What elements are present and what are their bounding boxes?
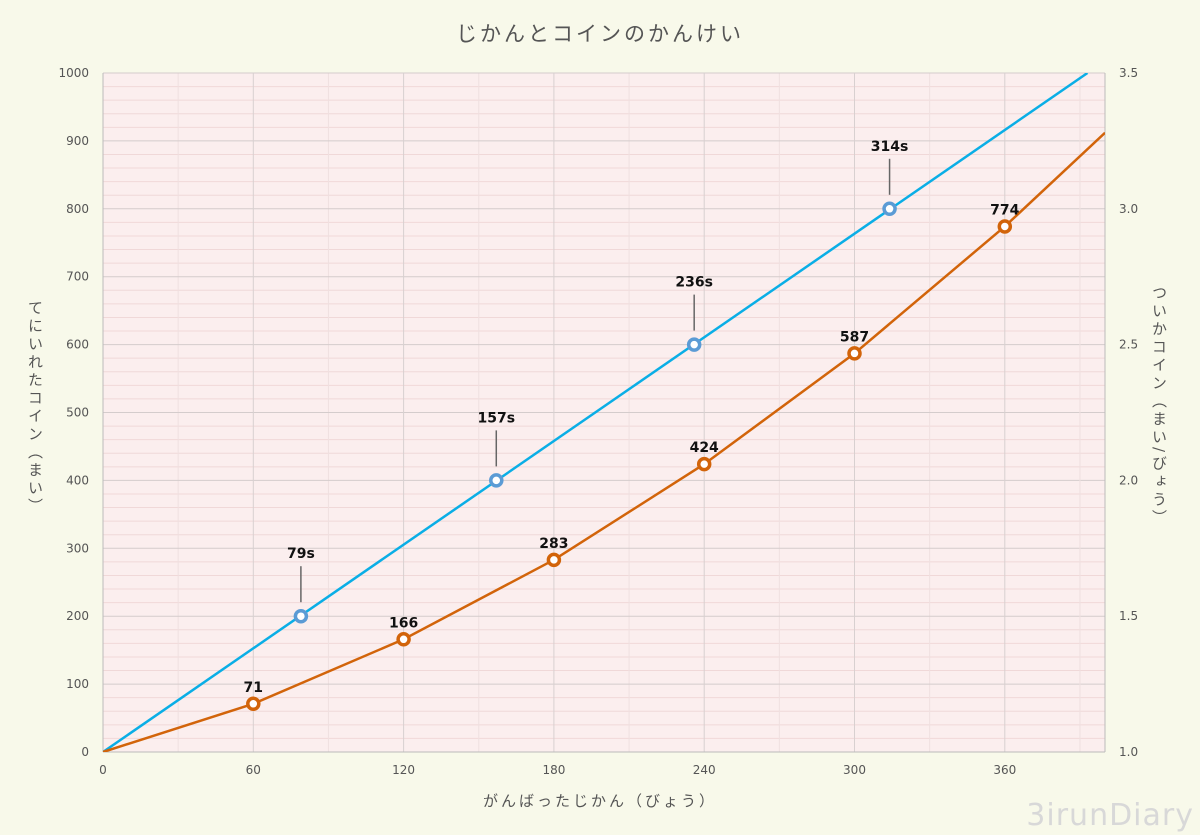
data-label: 774 [990,202,1019,218]
y-tick-label: 700 [66,270,89,284]
y-tick-label: 600 [66,338,89,352]
data-point-orange [997,219,1013,234]
y-tick-label: 300 [66,541,89,555]
x-tick-label: 300 [843,763,866,777]
y2-tick-label: 1.0 [1119,745,1138,759]
data-label: 79s [287,546,315,562]
y-tick-label: 400 [66,473,89,487]
y2-tick-label: 2.5 [1119,338,1138,352]
data-label: 236s [675,275,713,291]
x-tick-label: 0 [99,763,107,777]
y2-tick-label: 3.0 [1119,202,1138,216]
y2-axis-label: ついかコイン（まい/びょう） [1150,285,1168,528]
series-line-blue [103,73,1089,752]
y-tick-label: 500 [66,406,89,420]
watermark: 3irunDiary [1026,798,1194,833]
data-point-orange [246,696,261,712]
y2-tick-label: 1.5 [1119,609,1138,623]
series-line-orange [103,131,1105,752]
y-tick-label: 200 [66,609,89,623]
x-tick-label: 360 [993,763,1016,777]
data-point-orange [396,632,411,647]
y2-tick-label: 2.0 [1119,473,1138,487]
x-axis-label: がんばったじかん（びょう） [482,792,717,810]
data-label: 424 [690,440,719,456]
x-tick-label: 120 [392,763,415,777]
data-label: 283 [539,536,568,552]
data-point-orange [546,552,562,568]
x-tick-label: 240 [693,763,716,777]
y2-tick-label: 3.5 [1119,66,1138,80]
y-tick-label: 0 [81,745,89,759]
data-label: 166 [389,615,418,631]
y-tick-label: 1000 [58,66,89,80]
x-tick-label: 180 [542,763,565,777]
data-label: 314s [871,139,909,155]
data-point-orange [847,346,862,361]
data-point-orange [696,456,712,472]
data-point-blue [293,608,309,624]
data-label: 71 [244,680,263,696]
x-tick-label: 60 [246,763,261,777]
y-tick-label: 800 [66,202,89,216]
y-tick-label: 100 [66,677,89,691]
data-label: 587 [840,329,869,345]
data-point-blue [686,337,702,352]
y-axis-label: てにいれたコイン（まい） [26,300,44,516]
data-point-blue [489,473,504,488]
data-point-blue [882,201,897,217]
y-tick-label: 900 [66,134,89,148]
chart-title: じかんとコインのかんけい [456,22,744,46]
data-label: 157s [478,410,516,426]
